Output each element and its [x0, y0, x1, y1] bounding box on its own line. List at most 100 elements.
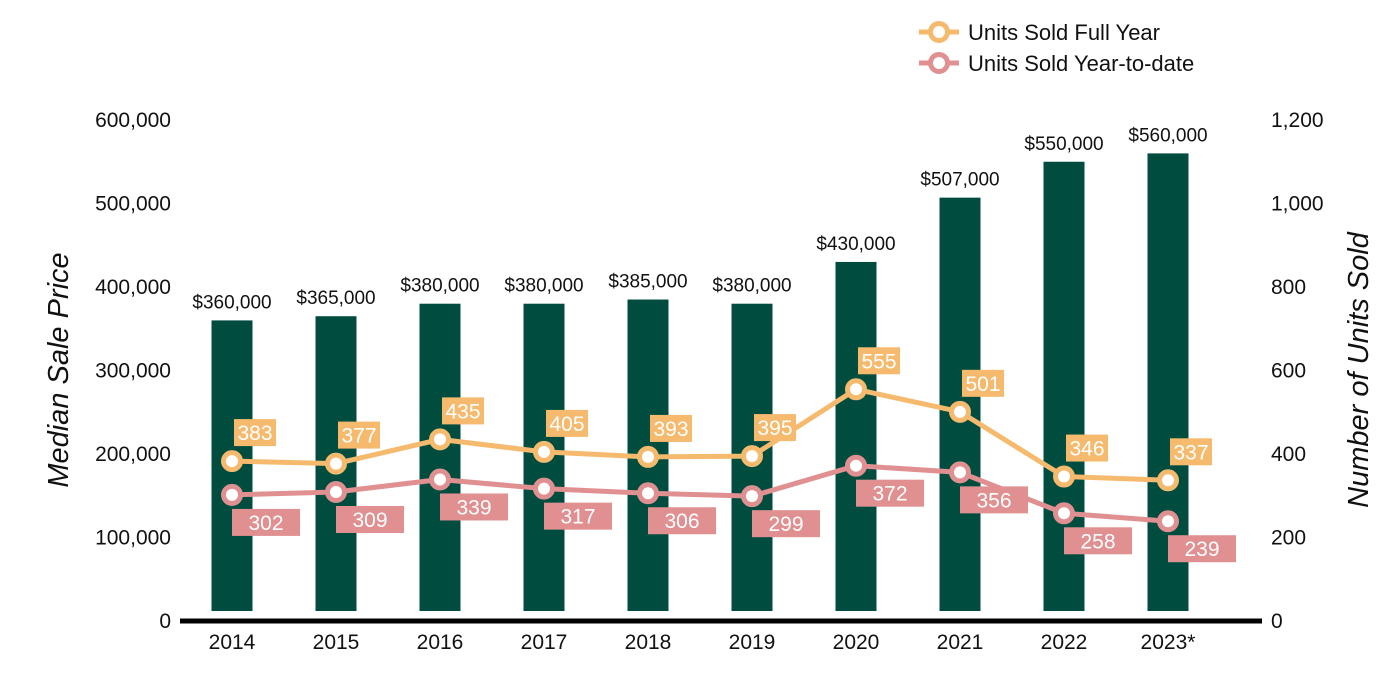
bar-value-label: $360,000 [192, 292, 271, 313]
point-value-label: 337 [1173, 441, 1208, 464]
bar-value-label: $550,000 [1024, 134, 1103, 155]
y-tick-label: 400,000 [95, 276, 171, 299]
y2-axis-title: Number of Units Sold [1343, 231, 1375, 507]
point-label-box [338, 421, 380, 449]
point-value-label: 555 [861, 350, 896, 373]
point-label-box [650, 414, 692, 442]
series-point [429, 468, 451, 491]
point-label-box [1168, 535, 1236, 563]
legend-label: Units Sold Year-to-date [968, 51, 1194, 76]
point-value-label: 383 [237, 422, 272, 445]
axes-layer: 2014 2015 2016 2017 2018 2019 2020 2021 2022 2023… [95, 109, 1323, 654]
series-point [637, 445, 659, 468]
point-value-label: 239 [1184, 538, 1219, 561]
point-label-box [752, 510, 820, 538]
series-point [1053, 465, 1075, 488]
series-point [533, 440, 555, 463]
y2-tick-label: 800 [1271, 276, 1306, 299]
series-point [429, 428, 451, 451]
series-point [221, 450, 243, 473]
x-tick-label: 2023* [1141, 631, 1196, 654]
series-point [741, 445, 763, 468]
bar-value-label: $507,000 [920, 170, 999, 191]
y2-tick-label: 1,000 [1271, 193, 1324, 216]
point-label-box [234, 419, 276, 447]
x-tick-label: 2021 [937, 631, 984, 654]
point-label-box [1064, 527, 1132, 555]
y-tick-label: 0 [159, 610, 171, 633]
y-tick-label: 600,000 [95, 109, 171, 132]
point-value-label: 356 [976, 489, 1011, 512]
point-value-label: 299 [768, 513, 803, 536]
bar [835, 261, 877, 611]
y2-tick-label: 600 [1271, 360, 1306, 383]
point-value-label: 346 [1069, 438, 1104, 461]
point-label-box [648, 507, 716, 535]
point-label-box [858, 347, 900, 375]
y2-tick-label: 200 [1271, 527, 1306, 550]
bar-value-label: $430,000 [816, 234, 895, 255]
series-point [637, 482, 659, 505]
series-point [1157, 510, 1179, 533]
point-label-box [1066, 434, 1108, 462]
point-label-box [442, 397, 484, 425]
series-point [845, 378, 867, 401]
y-axis-title: Median Sale Price [43, 252, 75, 487]
series-point [741, 485, 763, 508]
labels-layer: $360,000 $365,000 $380,000 $380,000 $385,000… [192, 125, 1207, 313]
x-tick-label: 2016 [417, 631, 464, 654]
legend-swatch-marker [928, 52, 950, 74]
point-label-box [440, 493, 508, 521]
y-tick-label: 100,000 [95, 527, 171, 550]
point-label-box [232, 508, 300, 536]
point-value-label: 317 [560, 506, 595, 529]
point-value-label: 306 [664, 510, 699, 533]
y2-tick-label: 1,200 [1271, 109, 1324, 132]
x-tick-label: 2020 [833, 631, 880, 654]
point-label-box [856, 479, 924, 507]
series-point [325, 480, 347, 503]
series-point [533, 477, 555, 500]
x-tick-label: 2015 [313, 631, 360, 654]
series-point [949, 400, 971, 423]
point-label-box [336, 505, 404, 533]
bar-value-label: $385,000 [608, 272, 687, 293]
bar-value-label: $380,000 [712, 276, 791, 297]
bars-layer [211, 153, 1189, 611]
legend-label: Units Sold Full Year [968, 20, 1160, 45]
point-label-box [544, 502, 612, 530]
series-point [1157, 469, 1179, 492]
point-value-label: 309 [352, 509, 387, 532]
point-value-label: 258 [1080, 530, 1115, 553]
x-tick-label: 2014 [209, 631, 256, 654]
series-point [325, 452, 347, 475]
bar-value-label: $365,000 [296, 288, 375, 309]
point-label-box [1170, 438, 1212, 466]
point-value-label: 339 [456, 496, 491, 519]
series-line [231, 386, 1169, 483]
bar [1147, 153, 1189, 611]
point-value-label: 372 [872, 483, 907, 506]
point-label-box [960, 486, 1028, 514]
series-point [1053, 502, 1075, 525]
x-tick-label: 2022 [1041, 631, 1088, 654]
point-value-label: 501 [965, 373, 1000, 396]
series-point [221, 483, 243, 506]
point-value-label: 435 [445, 400, 480, 423]
point-value-label: 302 [248, 512, 283, 535]
y-tick-label: 200,000 [95, 443, 171, 466]
y-tick-label: 300,000 [95, 360, 171, 383]
point-value-label: 405 [549, 413, 584, 436]
x-tick-label: 2018 [625, 631, 672, 654]
x-tick-label: 2017 [521, 631, 568, 654]
bar [419, 303, 461, 611]
legend-swatch-marker [928, 21, 950, 43]
point-label-box [754, 414, 796, 442]
bar-value-label: $560,000 [1128, 125, 1207, 146]
series-point [949, 461, 971, 484]
point-label-box [546, 409, 588, 437]
point-label-box [962, 369, 1004, 397]
legend: Units Sold Full Year Units Sold Year-to-d… [919, 20, 1194, 76]
y-tick-label: 500,000 [95, 193, 171, 216]
